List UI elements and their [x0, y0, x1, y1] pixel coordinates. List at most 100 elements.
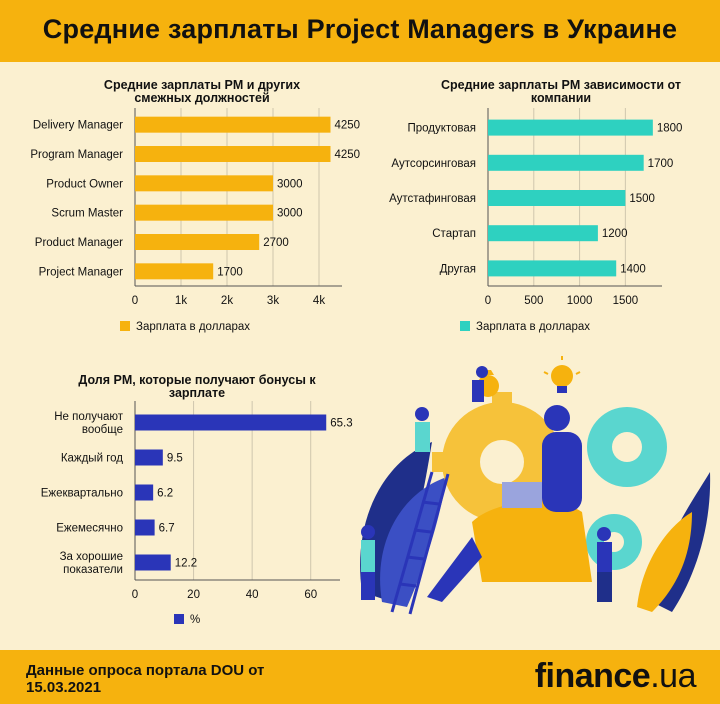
category-label-line: вообще — [82, 424, 123, 436]
bar — [135, 484, 154, 501]
footer-banner: Данные опроса портала DOU от 15.03.2021 … — [0, 650, 720, 704]
category-label-line: показатели — [63, 564, 123, 576]
bar — [488, 225, 598, 242]
category-label: Delivery Manager — [33, 120, 123, 132]
bar — [135, 175, 273, 192]
chart1-salaries-by-role: 0 1k 2k 3k 4k 4250 Delivery Manager 4250 Program… — [30, 108, 361, 307]
data-label: 1700 — [217, 266, 243, 278]
category-label-line: Аутстафинговая — [389, 193, 476, 205]
category-label: Аутсорсинговая — [391, 158, 476, 170]
brand-main: finance — [534, 657, 651, 695]
bar — [135, 414, 327, 431]
data-label: 6.7 — [159, 523, 175, 535]
gear-teal-small-icon — [586, 514, 642, 570]
category-label: Стартап — [432, 228, 476, 240]
gear-teal-icon — [587, 407, 667, 487]
header-banner: Средние зарплаты Project Managers в Укра… — [0, 0, 720, 62]
legend-swatch — [460, 321, 470, 331]
category-label-line: Product Manager — [35, 237, 123, 249]
chart3-title: Доля PM, которые получают бонусы к зарпл… — [78, 373, 316, 400]
person-running — [472, 366, 488, 402]
x-tick-label: 4k — [313, 295, 325, 307]
data-label: 12.2 — [175, 558, 197, 570]
x-tick-label: 3k — [267, 295, 279, 307]
bar — [135, 263, 214, 280]
category-label-line: Аутсорсинговая — [391, 158, 476, 170]
data-label: 2700 — [263, 237, 289, 249]
data-label: 1700 — [648, 158, 674, 170]
data-label: 3000 — [277, 178, 303, 190]
data-label: 1800 — [657, 123, 683, 135]
category-label-line: Не получают — [54, 411, 123, 423]
category-label: Product Manager — [35, 237, 123, 249]
category-label-line: Другая — [440, 263, 476, 275]
legend-label: % — [190, 614, 201, 626]
x-tick-label: 0 — [132, 589, 138, 601]
people-working-gears-illustration — [360, 356, 711, 615]
x-tick-label: 60 — [304, 589, 317, 601]
brand-suffix: .ua — [650, 657, 696, 695]
category-label-line: Scrum Master — [51, 208, 123, 220]
person-with-phone — [597, 527, 612, 602]
x-tick-label: 1500 — [613, 295, 639, 307]
category-label: Scrum Master — [51, 208, 123, 220]
data-label: 3000 — [277, 208, 303, 220]
data-label: 4250 — [335, 120, 361, 132]
category-label-line: Каждый год — [61, 453, 123, 465]
bar — [135, 519, 155, 536]
person-on-ladder — [415, 407, 430, 452]
category-label: Ежеквартально — [41, 488, 123, 500]
person-with-telescope — [361, 525, 375, 600]
data-label: 9.5 — [167, 453, 183, 465]
legend-label: Зарплата в долларах — [476, 321, 591, 333]
chart1-legend: Зарплата в долларах — [120, 321, 250, 333]
x-tick-label: 2k — [221, 295, 233, 307]
page-title: Средние зарплаты Project Managers в Укра… — [42, 14, 678, 44]
legend-swatch — [174, 614, 184, 624]
data-label: 1500 — [629, 193, 655, 205]
chart3-bonus-share: 0 20 40 60 65.3 Не получают вообще 9.5 Каждый го… — [41, 401, 353, 601]
category-label-line: Program Manager — [30, 149, 123, 161]
bar — [135, 204, 273, 221]
category-label-line: Project Manager — [39, 266, 124, 278]
legend-label: Зарплата в долларах — [136, 321, 251, 333]
category-label-line: Ежемесячно — [56, 523, 123, 535]
x-tick-label: 0 — [485, 295, 491, 307]
chart2-legend: Зарплата в долларах — [460, 321, 590, 333]
bar — [488, 260, 617, 277]
source-line-2: 15.03.2021 — [26, 679, 102, 696]
category-label-line: Стартап — [432, 228, 476, 240]
bar — [135, 116, 331, 133]
bar — [135, 146, 331, 162]
x-tick-label: 1000 — [567, 295, 593, 307]
brand-logo: finance.ua — [534, 657, 697, 696]
data-label: 65.3 — [330, 418, 352, 430]
category-label: Не получают вообще — [54, 411, 123, 436]
x-tick-label: 1k — [175, 295, 187, 307]
x-tick-label: 500 — [524, 295, 543, 307]
data-label: 1400 — [620, 263, 646, 275]
bar — [488, 119, 653, 136]
category-label-line: Продуктовая — [407, 123, 476, 135]
category-label-line: За хорошие — [60, 551, 123, 563]
ladder — [390, 471, 450, 615]
bar — [488, 154, 644, 171]
source-note: Данные опроса портала DOU от 15.03.2021 — [26, 662, 264, 696]
lightbulb-icon — [543, 356, 581, 393]
category-label: Каждый год — [61, 453, 123, 465]
chart2-salaries-by-company: 0 500 1000 1500 1800 Продуктовая 1700 Аутсорсин… — [389, 108, 683, 307]
category-label: Product Owner — [46, 178, 123, 190]
legend-swatch — [120, 321, 130, 331]
data-label: 4250 — [335, 149, 361, 161]
bar — [135, 234, 260, 250]
bar — [135, 554, 171, 571]
bar — [488, 190, 626, 206]
data-label: 6.2 — [157, 488, 173, 500]
category-label: Аутстафинговая — [389, 193, 476, 205]
x-tick-label: 40 — [246, 589, 259, 601]
person-with-laptop — [427, 405, 592, 602]
category-label-line: Delivery Manager — [33, 120, 123, 132]
chart3-legend: % — [174, 614, 200, 626]
x-tick-label: 0 — [132, 295, 138, 307]
